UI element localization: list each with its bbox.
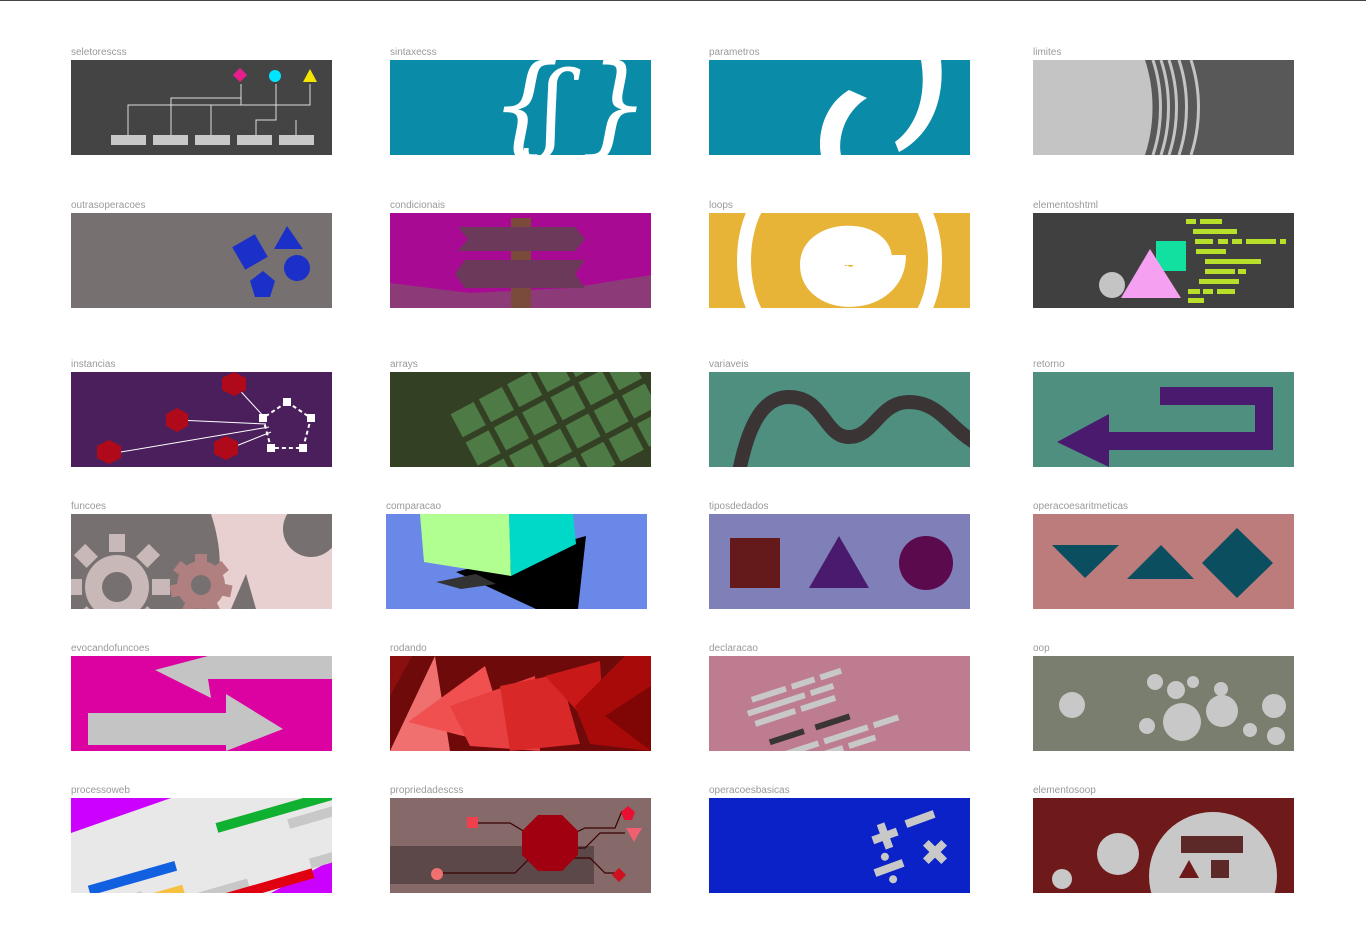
card-label: retorno xyxy=(1033,358,1294,372)
card-oop[interactable]: oop xyxy=(1033,642,1294,751)
card-arrays[interactable]: arrays xyxy=(390,358,651,467)
card-thumbnail[interactable] xyxy=(71,60,332,155)
card-label: operacoesaritmeticas xyxy=(1033,500,1294,514)
card-condicionais[interactable]: condicionais xyxy=(390,199,651,308)
card-thumbnail[interactable] xyxy=(1033,514,1294,609)
card-label: instancias xyxy=(71,358,332,372)
svg-text:}: } xyxy=(580,60,650,155)
card-thumbnail[interactable] xyxy=(709,213,970,308)
card-thumbnail[interactable] xyxy=(709,514,970,609)
card-loops[interactable]: loops xyxy=(709,199,970,308)
card-limites[interactable]: limites xyxy=(1033,46,1294,155)
card-thumbnail[interactable] xyxy=(390,213,651,308)
card-elementoshtml[interactable]: elementoshtml xyxy=(1033,199,1294,308)
card-rodando[interactable]: rodando xyxy=(390,642,651,751)
card-thumbnail[interactable] xyxy=(71,514,332,609)
card-label: seletorescss xyxy=(71,46,332,60)
card-thumbnail[interactable]: { ʃ } xyxy=(390,60,651,155)
card-thumbnail[interactable] xyxy=(390,372,651,467)
card-comparacao[interactable]: comparacao xyxy=(386,500,647,609)
card-thumbnail[interactable] xyxy=(71,798,332,893)
card-label: comparacao xyxy=(386,500,647,514)
card-label: elementosoop xyxy=(1033,784,1294,798)
card-thumbnail[interactable] xyxy=(709,372,970,467)
card-label: funcoes xyxy=(71,500,332,514)
card-propriedadescss[interactable]: propriedadescss xyxy=(390,784,651,893)
card-label: rodando xyxy=(390,642,651,656)
card-thumbnail[interactable] xyxy=(390,798,651,893)
card-label: limites xyxy=(1033,46,1294,60)
card-seletorescss[interactable]: seletorescss xyxy=(71,46,332,155)
card-thumbnail[interactable] xyxy=(1033,372,1294,467)
card-outrasoperacoes[interactable]: outrasoperacoes xyxy=(71,199,332,308)
card-sintaxecss[interactable]: sintaxecss { ʃ } xyxy=(390,46,651,155)
card-elementosoop[interactable]: elementosoop xyxy=(1033,784,1294,893)
card-thumbnail[interactable] xyxy=(1033,656,1294,751)
card-thumbnail[interactable] xyxy=(1033,798,1294,893)
card-label: oop xyxy=(1033,642,1294,656)
card-instancias[interactable]: instancias xyxy=(71,358,332,467)
card-processoweb[interactable]: processoweb xyxy=(71,784,332,893)
card-evocandofuncoes[interactable]: evocandofuncoes xyxy=(71,642,332,751)
card-thumbnail[interactable] xyxy=(71,372,332,467)
card-thumbnail[interactable] xyxy=(709,60,970,155)
card-label: outrasoperacoes xyxy=(71,199,332,213)
card-tiposdedados[interactable]: tiposdedados xyxy=(709,500,970,609)
card-operacoesaritmeticas[interactable]: operacoesaritmeticas xyxy=(1033,500,1294,609)
card-declaracao[interactable]: declaracao xyxy=(709,642,970,751)
card-thumbnail[interactable] xyxy=(1033,213,1294,308)
card-label: parametros xyxy=(709,46,970,60)
card-funcoes[interactable]: funcoes xyxy=(71,500,332,609)
card-thumbnail[interactable] xyxy=(386,514,647,609)
card-thumbnail[interactable] xyxy=(1033,60,1294,155)
card-variaveis[interactable]: variaveis xyxy=(709,358,970,467)
card-label: elementoshtml xyxy=(1033,199,1294,213)
card-label: evocandofuncoes xyxy=(71,642,332,656)
card-thumbnail[interactable] xyxy=(709,656,970,751)
card-operacoesbasicas[interactable]: operacoesbasicas xyxy=(709,784,970,893)
card-label: variaveis xyxy=(709,358,970,372)
card-thumbnail[interactable] xyxy=(71,213,332,308)
card-label: sintaxecss xyxy=(390,46,651,60)
card-thumbnail[interactable] xyxy=(390,656,651,751)
card-thumbnail[interactable] xyxy=(709,798,970,893)
card-label: loops xyxy=(709,199,970,213)
card-label: tiposdedados xyxy=(709,500,970,514)
card-label: propriedadescss xyxy=(390,784,651,798)
top-divider xyxy=(0,0,1366,1)
card-label: declaracao xyxy=(709,642,970,656)
card-retorno[interactable]: retorno xyxy=(1033,358,1294,467)
card-parametros[interactable]: parametros xyxy=(709,46,970,155)
card-label: arrays xyxy=(390,358,651,372)
card-thumbnail[interactable] xyxy=(71,656,332,751)
card-label: condicionais xyxy=(390,199,651,213)
card-label: processoweb xyxy=(71,784,332,798)
card-label: operacoesbasicas xyxy=(709,784,970,798)
